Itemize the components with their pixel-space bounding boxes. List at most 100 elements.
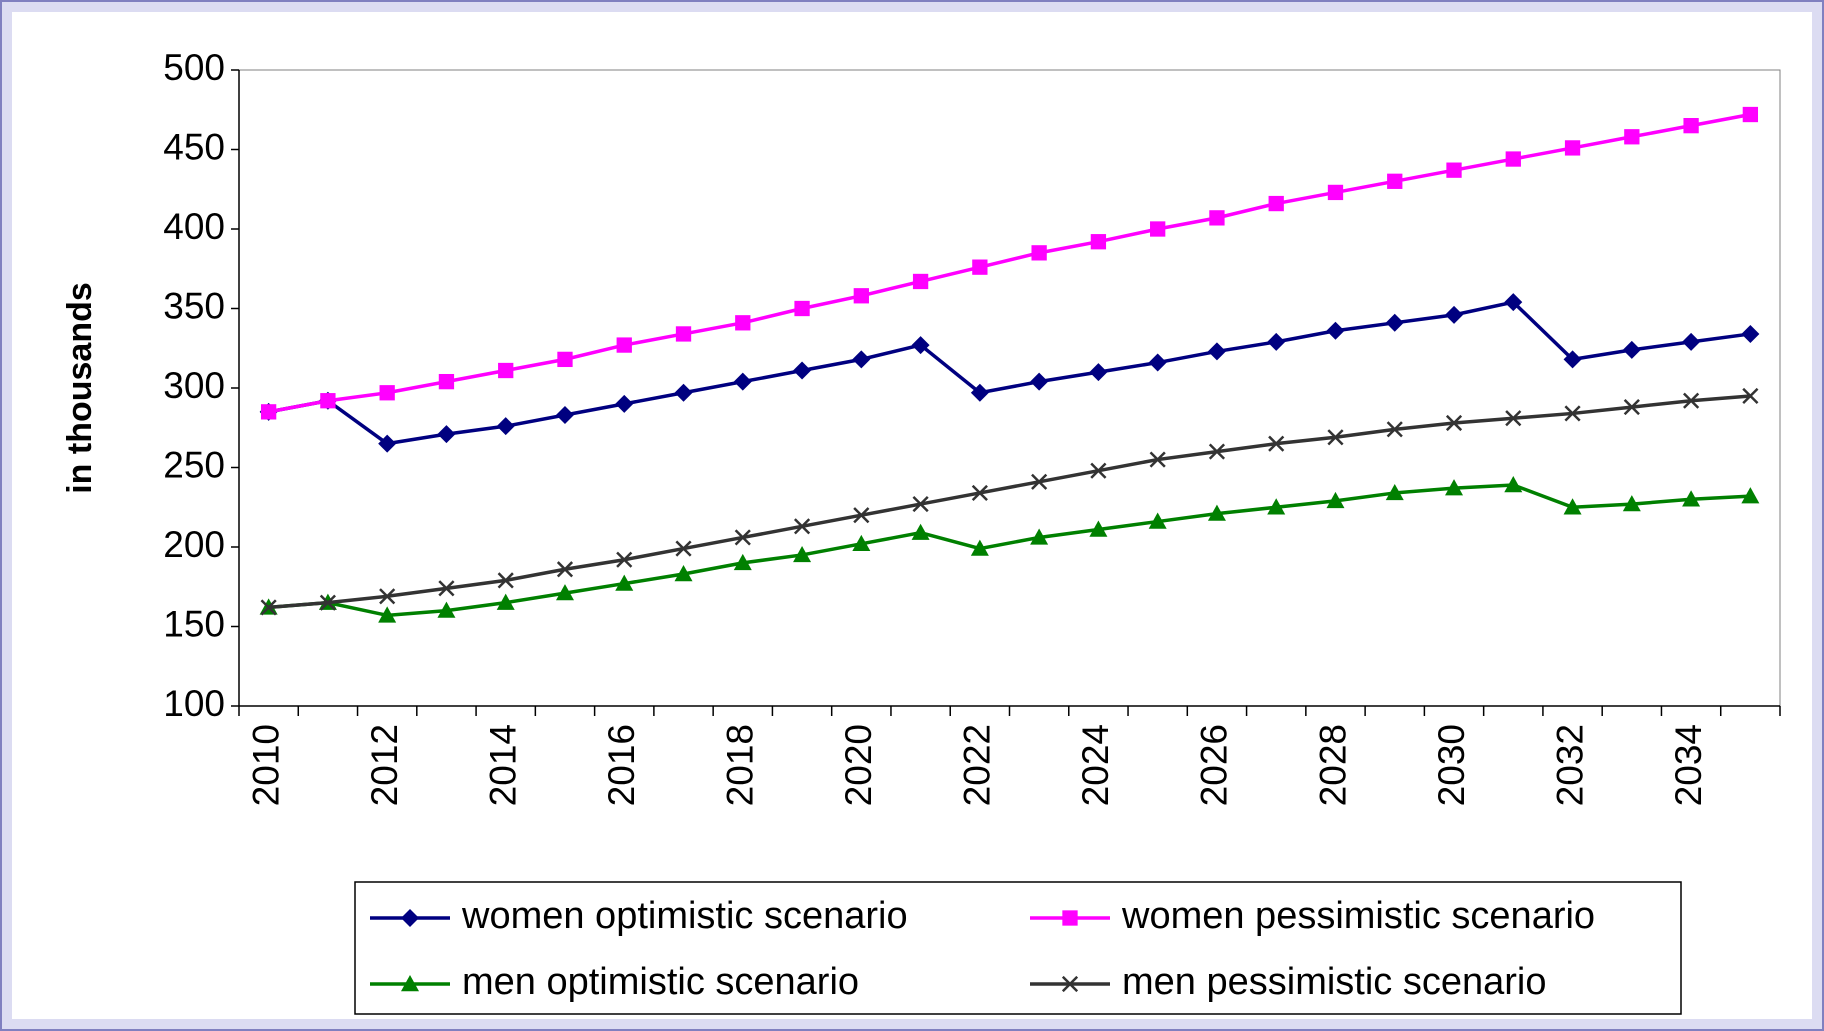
data-point (1445, 305, 1464, 324)
data-point (1387, 173, 1403, 189)
data-point (1268, 195, 1284, 212)
data-point (1090, 462, 1107, 479)
data-point (1563, 350, 1582, 369)
data-point (1683, 392, 1700, 409)
data-point (1090, 234, 1107, 250)
series-line (268, 300, 1751, 446)
data-point (1207, 342, 1226, 361)
data-point (912, 495, 929, 513)
x-tick-label: 2024 (1075, 724, 1116, 806)
data-point (1622, 495, 1641, 512)
data-point (1089, 363, 1108, 382)
legend-label: men pessimistic scenario (1122, 961, 1546, 1003)
data-point (970, 383, 989, 402)
data-point (616, 337, 632, 353)
data-point (616, 551, 633, 568)
data-point (1504, 475, 1523, 493)
data-point (794, 300, 810, 317)
data-point (1445, 479, 1464, 496)
data-point (1268, 435, 1285, 452)
data-point (734, 529, 751, 546)
data-point (1564, 405, 1581, 422)
data-point (1327, 184, 1344, 201)
data-point (1385, 313, 1404, 332)
legend-marker (1061, 975, 1079, 993)
data-point (379, 385, 395, 401)
data-point (556, 561, 574, 578)
data-point (1385, 483, 1404, 501)
data-point (1446, 162, 1462, 178)
legend-marker (1062, 910, 1078, 926)
data-point (852, 534, 871, 552)
x-tick-label: 2026 (1194, 724, 1235, 806)
data-point (1445, 414, 1463, 432)
data-point (674, 565, 693, 582)
data-point (1267, 498, 1286, 515)
data-point (496, 593, 515, 610)
data-point (1326, 321, 1345, 340)
data-point (735, 315, 751, 331)
data-point (793, 518, 811, 535)
data-point (1623, 398, 1640, 416)
data-point (320, 393, 336, 409)
y-tick-label: 400 (163, 206, 225, 247)
data-point (1683, 118, 1699, 134)
x-tick-label: 2034 (1668, 724, 1709, 806)
data-point (319, 594, 336, 611)
x-tick-label: 2016 (601, 724, 642, 806)
y-tick-label: 350 (163, 285, 225, 326)
data-point (1267, 332, 1286, 351)
x-tick-label: 2028 (1312, 724, 1353, 806)
legend-box (354, 881, 1682, 1015)
x-tick-label: 2012 (364, 724, 405, 806)
y-tick-label: 200 (163, 524, 225, 565)
data-point (1326, 491, 1345, 509)
data-point (1622, 340, 1641, 359)
data-point (1148, 353, 1167, 372)
data-point (675, 540, 692, 557)
data-point (972, 259, 988, 275)
data-point (853, 288, 869, 304)
data-point (1030, 372, 1049, 391)
data-point (496, 417, 515, 436)
y-tick-label: 500 (163, 47, 225, 88)
x-tick-label: 2010 (245, 724, 286, 806)
data-point (1031, 473, 1048, 490)
data-point (733, 372, 752, 391)
data-point (260, 404, 277, 420)
data-point (675, 326, 692, 342)
series-line (268, 112, 1751, 414)
data-point (1682, 490, 1701, 507)
data-point (1682, 332, 1701, 351)
data-point (378, 434, 397, 453)
x-tick-label: 2020 (838, 724, 879, 806)
x-tick-label: 2022 (957, 724, 998, 806)
data-point (1563, 498, 1582, 515)
data-point (733, 553, 752, 571)
data-point (615, 574, 634, 591)
legend-label: women pessimistic scenario (1121, 895, 1595, 937)
legend-label: women optimistic scenario (461, 895, 908, 937)
legend-marker (401, 909, 419, 927)
data-point (853, 507, 870, 524)
data-point (379, 588, 396, 605)
data-point (1386, 421, 1403, 438)
data-point (970, 539, 989, 556)
data-point (438, 373, 455, 390)
x-tick-label: 2014 (482, 724, 523, 806)
data-point (498, 362, 514, 379)
data-point (1207, 504, 1226, 521)
data-point (497, 572, 514, 589)
data-point (1504, 293, 1523, 312)
y-tick-label: 300 (163, 365, 225, 406)
y-tick-label: 450 (163, 126, 225, 167)
data-point (1327, 429, 1344, 446)
data-point (1742, 106, 1759, 123)
data-point (1505, 410, 1522, 427)
data-point (1741, 324, 1760, 343)
data-point (438, 580, 455, 597)
data-point (911, 523, 930, 540)
